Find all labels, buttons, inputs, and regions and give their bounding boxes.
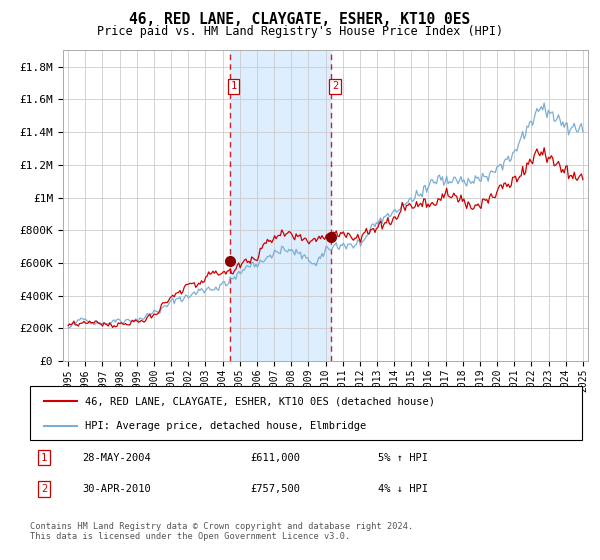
Bar — [230, 50, 331, 361]
FancyBboxPatch shape — [30, 386, 582, 440]
Text: 4% ↓ HPI: 4% ↓ HPI — [378, 484, 428, 494]
Text: 28-MAY-2004: 28-MAY-2004 — [82, 452, 151, 463]
Text: 2: 2 — [332, 82, 338, 91]
Text: 2: 2 — [41, 484, 47, 494]
Text: £611,000: £611,000 — [251, 452, 301, 463]
Text: HPI: Average price, detached house, Elmbridge: HPI: Average price, detached house, Elmb… — [85, 421, 367, 431]
Text: Price paid vs. HM Land Registry's House Price Index (HPI): Price paid vs. HM Land Registry's House … — [97, 25, 503, 38]
Text: 1: 1 — [230, 82, 237, 91]
Text: 30-APR-2010: 30-APR-2010 — [82, 484, 151, 494]
Text: 46, RED LANE, CLAYGATE, ESHER, KT10 0ES (detached house): 46, RED LANE, CLAYGATE, ESHER, KT10 0ES … — [85, 396, 435, 407]
Text: Contains HM Land Registry data © Crown copyright and database right 2024.
This d: Contains HM Land Registry data © Crown c… — [30, 522, 413, 542]
Text: 1: 1 — [41, 452, 47, 463]
Text: 5% ↑ HPI: 5% ↑ HPI — [378, 452, 428, 463]
Text: £757,500: £757,500 — [251, 484, 301, 494]
Text: 46, RED LANE, CLAYGATE, ESHER, KT10 0ES: 46, RED LANE, CLAYGATE, ESHER, KT10 0ES — [130, 12, 470, 27]
